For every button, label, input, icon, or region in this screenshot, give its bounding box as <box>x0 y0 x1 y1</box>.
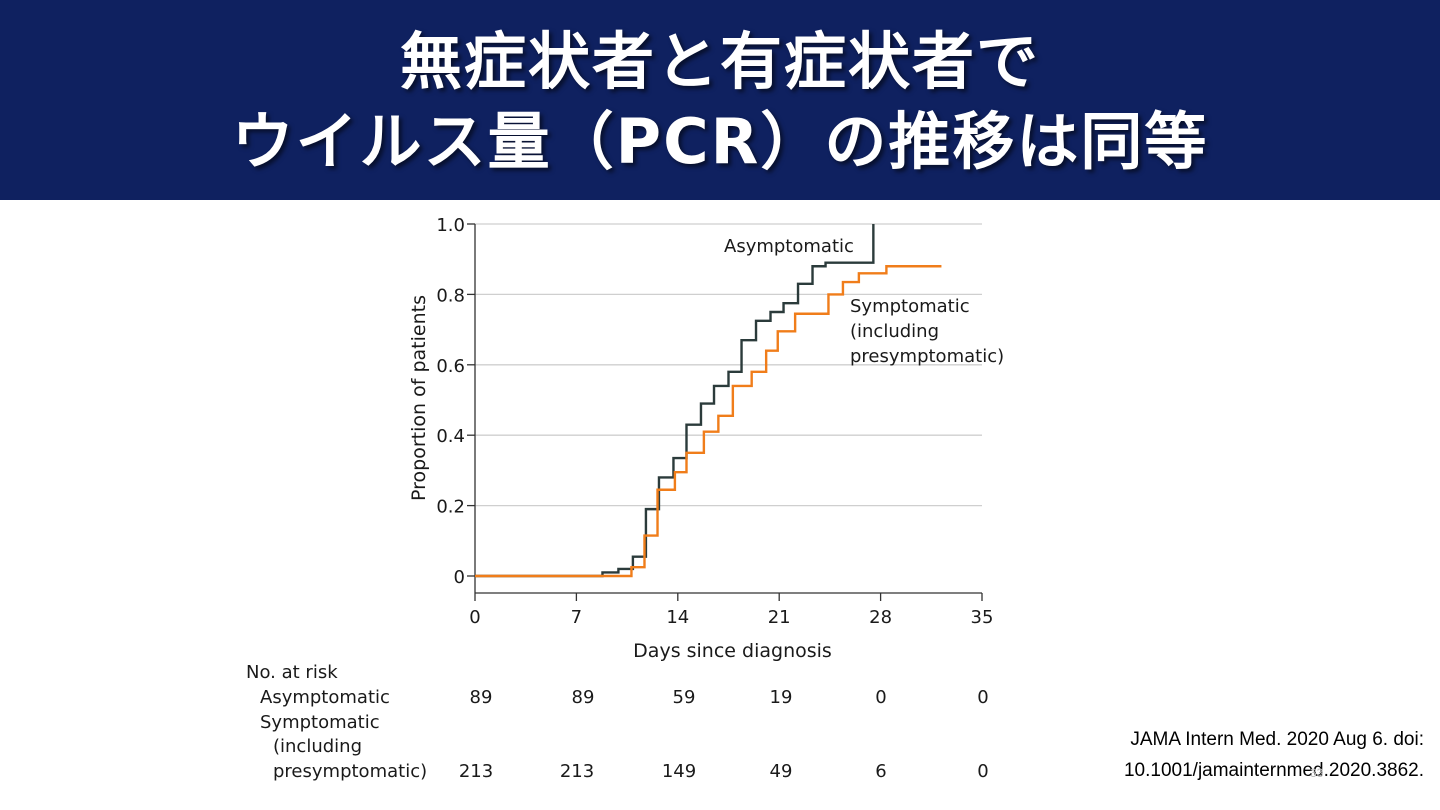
slide-title-line-1: 無症状者と有症状者で <box>399 25 1040 98</box>
series-label-symptomatic-line-3: presymptomatic) <box>850 346 1004 367</box>
x-axis-title: Days since diagnosis <box>633 640 832 662</box>
y-tick-label-0.6: 0.6 <box>436 356 465 377</box>
risk-sym-day-0: 213 <box>458 761 494 782</box>
series-line-asymptomatic <box>475 224 875 578</box>
risk-table-heading: No. at risk <box>246 662 338 683</box>
page-number: 33 <box>1310 766 1324 780</box>
risk-row-asymptomatic-label: Asymptomatic <box>260 687 390 708</box>
slide-title-line-2: ウイルス量（PCR）の推移は同等 <box>231 105 1209 178</box>
citation-line-2: 10.1001/jamainternmed.2020.3862. <box>1123 760 1424 781</box>
risk-sym-day-28: 6 <box>875 761 887 782</box>
risk-sym-day-14: 149 <box>661 761 697 782</box>
risk-row-symptomatic-label-3: presymptomatic) <box>273 761 428 782</box>
risk-asym-day-7: 89 <box>571 687 595 708</box>
risk-asym-day-21: 19 <box>769 687 793 708</box>
title-banner: 無症状者と有症状者で ウイルス量（PCR）の推移は同等 <box>0 0 1440 200</box>
risk-sym-day-7: 213 <box>559 761 595 782</box>
y-tick-label-0.8: 0.8 <box>436 285 465 306</box>
x-tick-label-21: 21 <box>768 607 791 628</box>
x-tick-label-35: 35 <box>971 607 994 628</box>
y-tick-label-0.4: 0.4 <box>436 426 465 447</box>
risk-asym-day-14: 59 <box>672 687 696 708</box>
citation-line-1: JAMA Intern Med. 2020 Aug 6. doi: <box>1130 729 1424 750</box>
risk-row-symptomatic-label-1: Symptomatic <box>260 712 380 733</box>
citation: JAMA Intern Med. 2020 Aug 6. doi: 10.100… <box>1124 724 1424 786</box>
x-tick-label-0: 0 <box>469 607 480 628</box>
risk-asym-day-0: 89 <box>469 687 493 708</box>
risk-sym-day-21: 49 <box>769 761 793 782</box>
series-label-symptomatic-line-1: Symptomatic <box>850 296 970 317</box>
x-tick-label-28: 28 <box>869 607 892 628</box>
risk-sym-day-35: 0 <box>977 761 989 782</box>
y-axis-title: Proportion of patients <box>408 295 430 501</box>
x-tick-label-7: 7 <box>571 607 582 628</box>
y-tick-label-0: 0 <box>454 567 465 588</box>
y-tick-label-1.0: 1.0 <box>436 215 465 236</box>
risk-asym-day-35: 0 <box>977 687 989 708</box>
series-label-asymptomatic: Asymptomatic <box>724 236 854 257</box>
y-tick-label-0.2: 0.2 <box>436 497 465 518</box>
risk-asym-day-28: 0 <box>875 687 887 708</box>
series-line-symptomatic <box>475 265 942 578</box>
risk-row-symptomatic-label-2: (including <box>273 736 362 757</box>
series-label-symptomatic-line-2: (including <box>850 321 939 342</box>
x-tick-label-14: 14 <box>666 607 689 628</box>
